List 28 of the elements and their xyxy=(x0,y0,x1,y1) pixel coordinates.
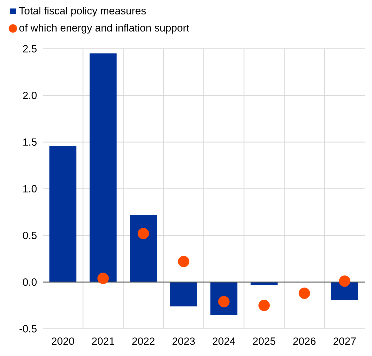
point xyxy=(258,300,270,312)
legend-label: Total fiscal policy measures xyxy=(19,6,146,17)
y-tick-label: 1.0 xyxy=(24,185,37,193)
y-tick-label: 0.5 xyxy=(23,232,37,240)
x-tick-label: 2026 xyxy=(294,338,316,346)
bar xyxy=(170,282,198,307)
x-tick-label: 2027 xyxy=(334,338,356,346)
bar xyxy=(90,54,117,282)
x-tick-label: 2021 xyxy=(92,338,114,346)
bar xyxy=(50,146,77,282)
legend-label: of which energy and inflation support xyxy=(20,24,190,34)
x-tick-label: 2023 xyxy=(172,338,196,346)
point xyxy=(98,272,110,284)
point xyxy=(178,256,190,268)
x-tick-label: 2025 xyxy=(253,338,276,346)
x-tick-label: 2022 xyxy=(132,338,155,346)
x-tick-label: 2024 xyxy=(213,338,236,346)
x-tick-label: 2020 xyxy=(52,338,74,346)
bar xyxy=(130,215,158,282)
point xyxy=(138,228,150,240)
y-tick-label: 1.5 xyxy=(24,138,37,146)
point xyxy=(298,288,310,300)
y-tick-label: -0.5 xyxy=(20,325,37,333)
point xyxy=(339,276,351,288)
bar xyxy=(331,282,358,300)
y-tick-label: 0.0 xyxy=(23,278,37,286)
y-tick-label: 2.0 xyxy=(23,92,37,100)
y-tick-label: 2.5 xyxy=(23,45,37,53)
